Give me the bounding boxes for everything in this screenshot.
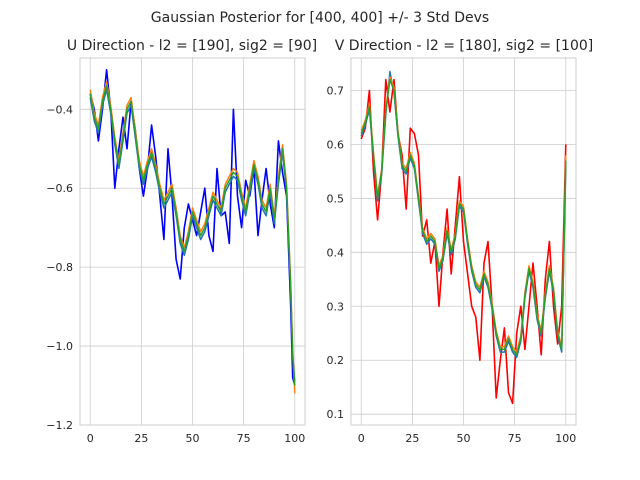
u-chart-x-ticks: 0 25 50 75 100 — [87, 432, 306, 445]
u-y-tick-label: −1.0 — [46, 340, 73, 353]
v-y-tick-label: 0.7 — [327, 84, 345, 97]
v-direction-chart: V Direction - l2 = [180], sig2 = [100] 0… — [327, 38, 594, 445]
u-x-tick-label: 25 — [134, 432, 148, 445]
v-y-tick-label: 0.6 — [327, 138, 345, 151]
v-y-tick-label: 0.2 — [327, 354, 345, 367]
u-chart-y-ticks: −1.2 −1.0 −0.8 −0.6 −0.4 — [46, 103, 73, 432]
v-chart-y-ticks: 0.1 0.2 0.3 0.4 0.5 0.6 0.7 — [327, 84, 345, 421]
u-direction-chart: U Direction - l2 = [190], sig2 = [90] 0 2… — [46, 38, 317, 445]
u-chart-plot-area — [79, 57, 306, 426]
u-chart-grid — [80, 58, 305, 426]
v-chart-x-ticks: 0 25 50 75 100 — [358, 432, 577, 445]
u-y-tick-label: −0.6 — [46, 182, 73, 195]
v-chart-plot-area — [350, 57, 577, 426]
u-y-tick-label: −0.4 — [46, 103, 73, 116]
u-x-tick-label: 100 — [284, 432, 305, 445]
v-chart-lines — [360, 70, 567, 405]
v-y-tick-label: 0.3 — [327, 300, 345, 313]
v-series-mean — [360, 78, 567, 356]
v-y-tick-label: 0.5 — [327, 192, 345, 205]
v-chart-title: V Direction - l2 = [180], sig2 = [100] — [335, 38, 593, 54]
u-x-tick-label: 75 — [237, 432, 251, 445]
figure-suptitle: Gaussian Posterior for [400, 400] +/- 3 … — [151, 10, 489, 26]
u-chart-title: U Direction - l2 = [190], sig2 = [90] — [67, 38, 317, 54]
u-series-mean — [89, 84, 296, 386]
u-series-observed — [89, 69, 296, 386]
v-x-tick-label: 75 — [508, 432, 522, 445]
v-y-tick-label: 0.4 — [327, 246, 345, 259]
v-x-tick-label: 100 — [555, 432, 576, 445]
v-x-tick-label: 25 — [405, 432, 419, 445]
u-x-tick-label: 50 — [186, 432, 200, 445]
u-y-tick-label: −1.2 — [46, 419, 73, 432]
v-y-tick-label: 0.1 — [327, 408, 345, 421]
u-x-tick-label: 0 — [87, 432, 94, 445]
u-y-tick-label: −0.8 — [46, 261, 73, 274]
v-x-tick-label: 50 — [457, 432, 471, 445]
v-x-tick-label: 0 — [358, 432, 365, 445]
u-chart-lines — [89, 69, 296, 394]
